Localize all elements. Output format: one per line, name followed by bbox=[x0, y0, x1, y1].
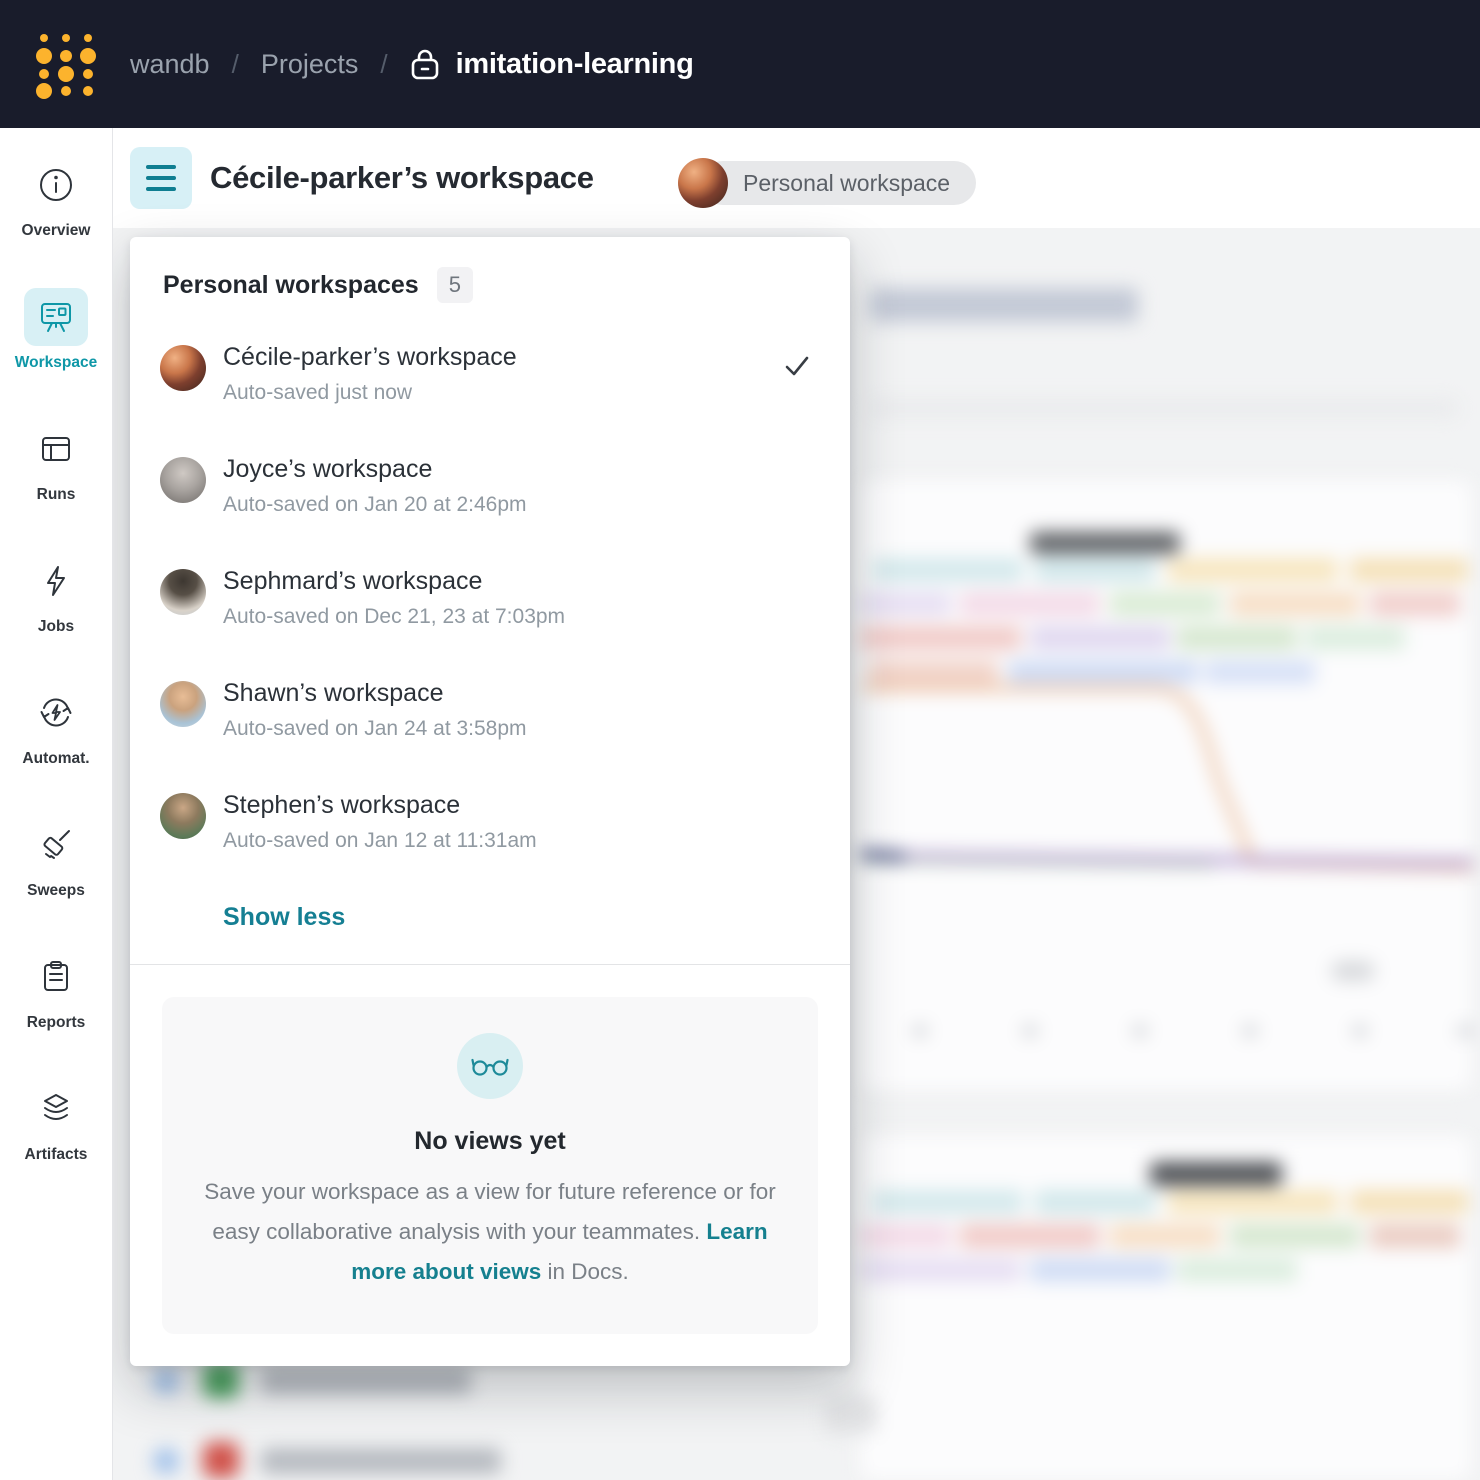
sidebar-item-jobs[interactable]: Jobs bbox=[0, 552, 113, 684]
workspace-list-item-sephmard[interactable]: Sephmard’s workspace Auto-saved on Dec 2… bbox=[130, 557, 850, 669]
breadcrumb: wandb / Projects / imitation-learning bbox=[130, 47, 694, 81]
sidebar-item-label: Reports bbox=[26, 1014, 86, 1031]
workspace-name: Stephen’s workspace bbox=[223, 791, 461, 819]
workspace-saved-status: Auto-saved on Jan 12 at 11:31am bbox=[223, 829, 537, 852]
workspace-icon bbox=[41, 303, 71, 332]
personal-workspaces-heading: Personal workspaces bbox=[163, 270, 419, 299]
sidebar-item-label: Sweeps bbox=[27, 882, 85, 899]
workspace-list-item-shawn[interactable]: Shawn’s workspace Auto-saved on Jan 24 a… bbox=[130, 669, 850, 781]
workspace-name: Shawn’s workspace bbox=[223, 679, 444, 707]
show-less-link[interactable]: Show less bbox=[223, 903, 346, 931]
workspace-switcher-popover: Personal workspaces 5 Cécile-parker’s wo… bbox=[130, 237, 850, 1367]
avatar bbox=[160, 569, 206, 615]
no-views-card: No views yet Save your workspace as a vi… bbox=[162, 997, 818, 1335]
no-views-description: Save your workspace as a view for future… bbox=[202, 1172, 778, 1292]
description-text: Save your workspace as a view for future… bbox=[204, 1179, 776, 1245]
workspace-main-area: Cécile-parker’s workspace Personal works… bbox=[113, 128, 1480, 1480]
workspace-saved-status: Auto-saved on Dec 21, 23 at 7:03pm bbox=[223, 605, 566, 628]
sidebar-item-label: Runs bbox=[36, 486, 76, 503]
workspace-saved-status: Auto-saved on Jan 24 at 3:58pm bbox=[223, 717, 527, 740]
glasses-badge bbox=[457, 1033, 523, 1099]
description-text: in Docs. bbox=[541, 1259, 629, 1285]
workspace-name: Cécile-parker’s workspace bbox=[223, 343, 517, 371]
workspace-saved-status: Auto-saved just now bbox=[223, 381, 413, 404]
lightning-icon bbox=[47, 566, 65, 596]
runs-table-icon bbox=[42, 437, 70, 461]
wandb-logo-icon[interactable] bbox=[32, 29, 100, 99]
sidebar-item-label: Overview bbox=[21, 222, 91, 239]
popover-header: Personal workspaces 5 bbox=[130, 237, 850, 303]
workspace-title: Cécile-parker’s workspace bbox=[210, 160, 594, 195]
broom-icon bbox=[43, 830, 70, 859]
sidebar-item-label: Artifacts bbox=[24, 1146, 88, 1163]
workspace-header: Cécile-parker’s workspace Personal works… bbox=[113, 128, 1480, 228]
sidebar-item-workspace[interactable]: Workspace bbox=[0, 288, 113, 420]
automations-icon bbox=[40, 698, 72, 727]
checkmark-icon bbox=[785, 356, 809, 376]
saved-views-section: No views yet Save your workspace as a vi… bbox=[130, 965, 850, 1366]
workspace-list-toggle-button[interactable] bbox=[130, 147, 192, 209]
workspace-owner-avatar bbox=[678, 158, 728, 208]
hamburger-menu-icon bbox=[146, 165, 176, 169]
sidebar-item-runs[interactable]: Runs bbox=[0, 420, 113, 552]
layers-icon bbox=[44, 1094, 68, 1120]
clipboard-icon bbox=[44, 961, 68, 991]
workspace-list-item-cecile[interactable]: Cécile-parker’s workspace Auto-saved jus… bbox=[130, 333, 850, 445]
workspace-name: Sephmard’s workspace bbox=[223, 567, 483, 595]
learn-more-link[interactable]: Learn more about views bbox=[351, 1219, 768, 1285]
workspace-list-item-joyce[interactable]: Joyce’s workspace Auto-saved on Jan 20 a… bbox=[130, 445, 850, 557]
sidebar-item-automations[interactable]: Automat. bbox=[0, 684, 113, 816]
sidebar-item-reports[interactable]: Reports bbox=[0, 948, 113, 1080]
sidebar-item-label: Jobs bbox=[37, 618, 75, 635]
workspace-list: Cécile-parker’s workspace Auto-saved jus… bbox=[130, 333, 850, 893]
avatar bbox=[160, 457, 206, 503]
breadcrumb-project-name[interactable]: imitation-learning bbox=[455, 47, 694, 80]
workspace-type-badge: Personal workspace bbox=[701, 161, 977, 205]
avatar bbox=[160, 345, 206, 391]
breadcrumb-separator: / bbox=[231, 48, 239, 79]
breadcrumb-separator: / bbox=[380, 48, 388, 79]
sidebar-item-label: Workspace bbox=[14, 354, 98, 371]
breadcrumb-projects[interactable]: Projects bbox=[260, 48, 359, 79]
workspace-list-item-stephen[interactable]: Stephen’s workspace Auto-saved on Jan 12… bbox=[130, 781, 850, 893]
lock-icon bbox=[411, 49, 438, 80]
workspace-count-badge: 5 bbox=[436, 267, 473, 303]
breadcrumb-entity[interactable]: wandb bbox=[130, 48, 210, 79]
top-navigation-bar: wandb / Projects / imitation-learning bbox=[0, 0, 1480, 128]
sidebar-item-overview[interactable]: Overview bbox=[0, 156, 113, 288]
avatar bbox=[160, 681, 206, 727]
project-sidebar: Overview Workspace Runs Jobs bbox=[0, 128, 113, 1480]
no-views-title: No views yet bbox=[414, 1127, 566, 1155]
workspace-name: Joyce’s workspace bbox=[223, 455, 433, 483]
sidebar-item-sweeps[interactable]: Sweeps bbox=[0, 816, 113, 948]
avatar bbox=[160, 793, 206, 839]
glasses-icon bbox=[471, 1058, 509, 1076]
workspace-saved-status: Auto-saved on Jan 20 at 2:46pm bbox=[223, 493, 527, 516]
sidebar-item-artifacts[interactable]: Artifacts bbox=[0, 1080, 113, 1212]
popover-divider bbox=[130, 964, 850, 965]
info-icon bbox=[40, 169, 72, 201]
sidebar-item-label: Automat. bbox=[22, 750, 90, 767]
